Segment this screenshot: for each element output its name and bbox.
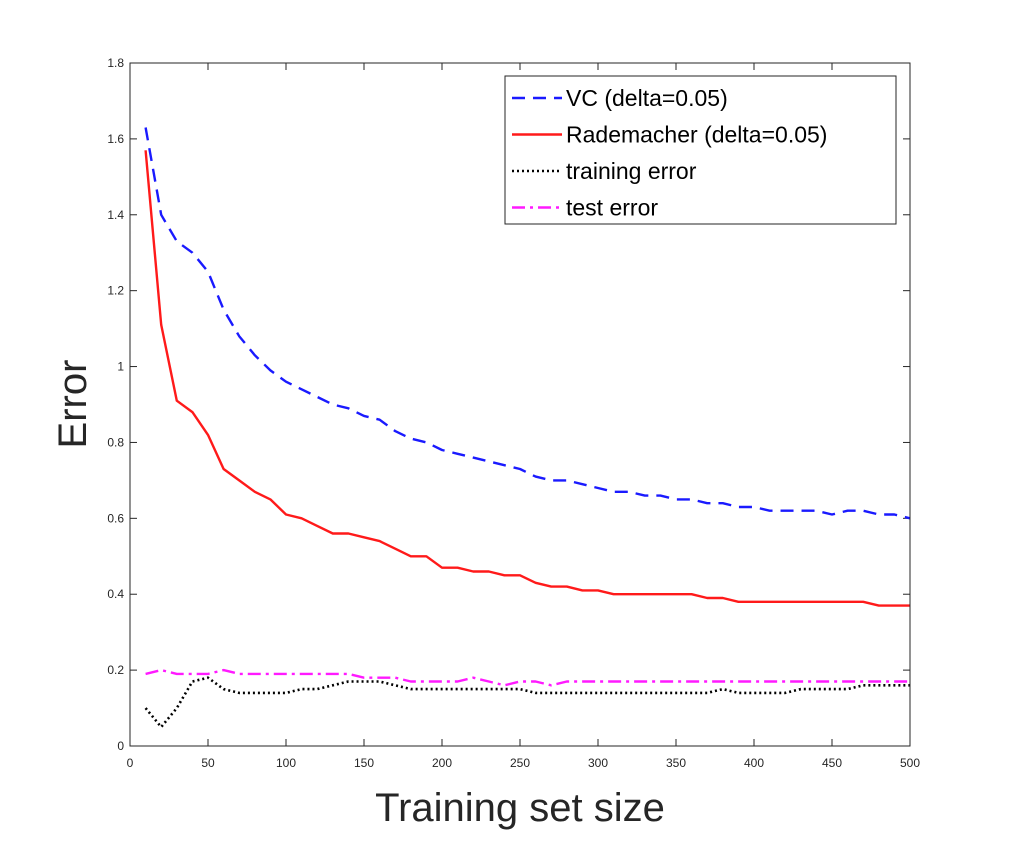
x-tick-label: 100: [276, 756, 296, 770]
x-tick-label: 150: [354, 756, 374, 770]
y-tick-label: 1.2: [107, 284, 124, 298]
legend-label: Rademacher (delta=0.05): [566, 122, 827, 148]
legend-label: test error: [566, 195, 658, 221]
y-tick-label: 0.6: [107, 511, 124, 525]
x-tick-label: 350: [666, 756, 686, 770]
axis-ticks: 0 50 100 150 200 250 300 350 400 450 500 0 0.2 0.4 0.6…: [107, 56, 920, 770]
y-tick-label: 0.4: [107, 587, 124, 601]
x-tick-label: 500: [900, 756, 920, 770]
legend-box: [504, 75, 897, 225]
legend-label: VC (delta=0.05): [566, 85, 728, 111]
series-line-3: [145, 668, 910, 687]
series-line-0: [144, 127, 911, 520]
legend: VC (delta=0.05) Rademacher (delta=0.05) tr…: [504, 75, 897, 225]
y-tick-label: 1.8: [107, 56, 124, 70]
y-tick-label: 1.4: [107, 208, 124, 222]
x-axis-label: Training set size: [375, 786, 665, 830]
plot-frame: [129, 62, 911, 747]
y-tick-label: 0: [117, 739, 124, 753]
y-tick-label: 0.8: [107, 435, 124, 449]
x-tick-label: 200: [432, 756, 452, 770]
y-tick-label: 0.2: [107, 663, 124, 677]
series-line-1: [144, 150, 910, 607]
x-tick-label: 300: [588, 756, 608, 770]
x-tick-label: 400: [744, 756, 764, 770]
x-tick-label: 0: [127, 756, 134, 770]
x-tick-label: 450: [822, 756, 842, 770]
y-tick-label: 1.6: [107, 132, 124, 146]
y-tick-label: 1: [117, 360, 124, 374]
y-axis-label: Error: [51, 360, 95, 449]
chart-series: [144, 127, 911, 729]
x-tick-label: 250: [510, 756, 530, 770]
series-line-2: [144, 676, 910, 729]
legend-label: training error: [566, 158, 697, 184]
x-tick-label: 50: [201, 756, 215, 770]
